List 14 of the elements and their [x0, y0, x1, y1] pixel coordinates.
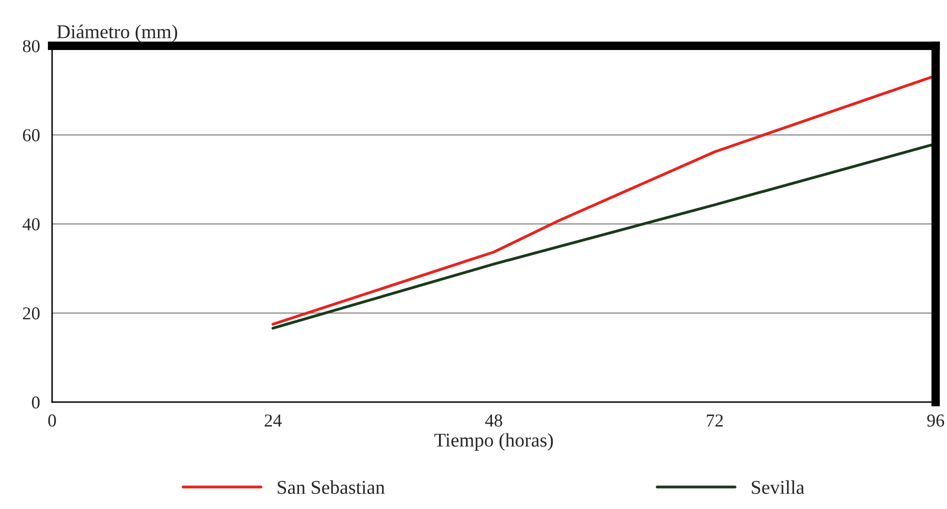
x-tick-label: 0	[48, 414, 56, 427]
x-tick-label: 72	[706, 414, 723, 426]
x-tick-label: 48	[485, 414, 502, 427]
y-tick-label: 40	[22, 218, 40, 230]
y-tick-label: 20	[23, 307, 40, 320]
y-tick-label: 60	[23, 129, 40, 142]
y-tick-label: 80	[22, 40, 40, 52]
y-tick-label: 0	[32, 396, 40, 409]
legend-label: Sevilla	[752, 480, 804, 494]
x-axis-title: Tiempo (horas)	[434, 433, 553, 451]
legend-label: San Sebastian	[278, 480, 385, 494]
x-tick-label: 96	[927, 414, 944, 427]
y-axis-title: Diámetro (mm)	[57, 24, 178, 42]
x-tick-label: 24	[264, 414, 282, 426]
